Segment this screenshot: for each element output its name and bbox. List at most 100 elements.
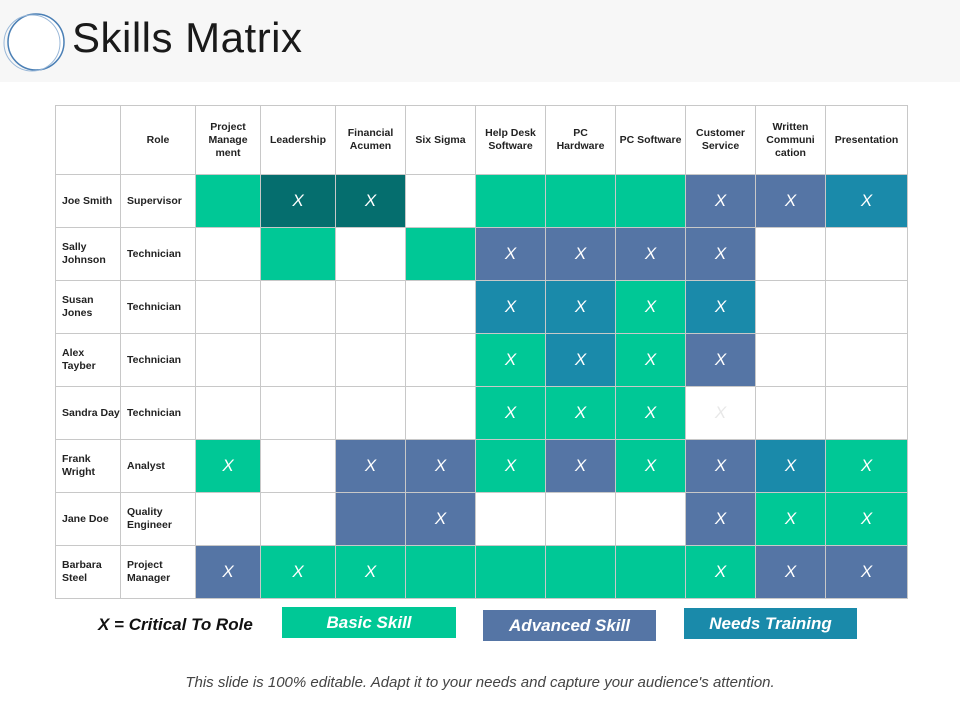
- skill-cell: [615, 174, 686, 228]
- skill-cell: X: [475, 333, 546, 387]
- skill-cell: [260, 386, 336, 440]
- header-cell: Written Communi cation: [755, 105, 826, 175]
- circle-logo-icon: [3, 13, 65, 72]
- table-row: Sandra Day Technician X X X X: [55, 386, 908, 440]
- skill-cell: [755, 386, 826, 440]
- skill-cell: X: [685, 492, 756, 546]
- skill-cell: X: [755, 545, 826, 599]
- employee-name: Frank Wright: [55, 439, 121, 493]
- skill-cell: [405, 545, 476, 599]
- skill-cell: [260, 439, 336, 493]
- skill-cell: [545, 174, 616, 228]
- skill-cell: [825, 227, 908, 281]
- skill-cell: X: [335, 174, 406, 228]
- skill-cell: X: [825, 174, 908, 228]
- skill-cell: [195, 492, 261, 546]
- header-cell: Customer Service: [685, 105, 756, 175]
- skill-cell: [755, 333, 826, 387]
- skill-cell: [260, 227, 336, 281]
- skill-cell: X: [685, 280, 756, 334]
- employee-role: Technician: [120, 280, 196, 334]
- employee-name: Susan Jones: [55, 280, 121, 334]
- skill-cell: X: [545, 333, 616, 387]
- header-cell: Presentation: [825, 105, 908, 175]
- employee-role: Quality Engineer: [120, 492, 196, 546]
- table-row: Jane Doe Quality Engineer X X X X: [55, 492, 908, 546]
- skill-cell: [825, 386, 908, 440]
- skill-cell: X: [545, 439, 616, 493]
- skill-cell: X: [475, 280, 546, 334]
- skill-cell: X: [755, 492, 826, 546]
- skill-cell: [825, 280, 908, 334]
- skill-cell: X: [825, 439, 908, 493]
- skill-cell: [825, 333, 908, 387]
- header-cell: PC Hardware: [545, 105, 616, 175]
- skill-cell: [475, 174, 546, 228]
- skill-cell: X: [615, 386, 686, 440]
- skill-cell: X: [685, 174, 756, 228]
- skill-cell: X: [260, 545, 336, 599]
- skill-cell: [755, 280, 826, 334]
- footer-note: This slide is 100% editable. Adapt it to…: [185, 674, 775, 691]
- skill-cell: [405, 174, 476, 228]
- skill-cell: [615, 492, 686, 546]
- skill-cell: [195, 386, 261, 440]
- header-cell: PC Software: [615, 105, 686, 175]
- skill-cell: [545, 545, 616, 599]
- skill-cell: X: [825, 545, 908, 599]
- header-cell: Role: [120, 105, 196, 175]
- skill-cell: [195, 333, 261, 387]
- employee-name: Jane Doe: [55, 492, 121, 546]
- skill-cell: X: [405, 439, 476, 493]
- skill-cell: X: [615, 227, 686, 281]
- skill-cell: [195, 280, 261, 334]
- legend-needs-training: Needs Training: [684, 608, 857, 639]
- skill-cell: [260, 280, 336, 334]
- skill-cell: [335, 386, 406, 440]
- skill-cell: [195, 174, 261, 228]
- header-cell: Project Manage ment: [195, 105, 261, 175]
- skill-cell: [405, 386, 476, 440]
- skill-cell: X: [825, 492, 908, 546]
- skill-cell: [335, 227, 406, 281]
- skill-cell: [335, 280, 406, 334]
- skill-cell: [405, 227, 476, 281]
- skill-cell: [335, 333, 406, 387]
- employee-name: Sally Johnson: [55, 227, 121, 281]
- skill-cell: X: [685, 545, 756, 599]
- skill-cell: [615, 545, 686, 599]
- skill-cell: [260, 333, 336, 387]
- table-row: Susan Jones Technician X X X X: [55, 280, 908, 334]
- table-row: Sally Johnson Technician X X X X: [55, 227, 908, 281]
- header-cell: [55, 105, 121, 175]
- employee-role: Technician: [120, 386, 196, 440]
- skill-cell: X: [685, 386, 756, 440]
- header-cell: Help Desk Software: [475, 105, 546, 175]
- skill-cell: X: [755, 174, 826, 228]
- table-row: Barbara Steel Project Manager X X X X X X: [55, 545, 908, 599]
- skill-cell: [260, 492, 336, 546]
- skill-cell: [195, 227, 261, 281]
- employee-name: Alex Tayber: [55, 333, 121, 387]
- employee-name: Sandra Day: [55, 386, 121, 440]
- skill-cell: X: [615, 333, 686, 387]
- employee-name: Barbara Steel: [55, 545, 121, 599]
- employee-role: Project Manager: [120, 545, 196, 599]
- header-row: Role Project Manage ment Leadership Fina…: [55, 105, 908, 175]
- header-cell: Leadership: [260, 105, 336, 175]
- table-row: Frank Wright Analyst X X X X X X X X X: [55, 439, 908, 493]
- skill-cell: X: [335, 545, 406, 599]
- skill-cell: X: [545, 386, 616, 440]
- legend-critical-label: X = Critical To Role: [98, 615, 253, 634]
- table-row: Joe Smith Supervisor X X X X X: [55, 174, 908, 228]
- skill-cell: [405, 280, 476, 334]
- header-cell: Six Sigma: [405, 105, 476, 175]
- skill-cell: [475, 545, 546, 599]
- skill-cell: [545, 492, 616, 546]
- skill-cell: X: [685, 333, 756, 387]
- skill-cell: X: [475, 227, 546, 281]
- skill-cell: X: [755, 439, 826, 493]
- skill-cell: X: [615, 280, 686, 334]
- skill-cell: X: [685, 227, 756, 281]
- employee-role: Analyst: [120, 439, 196, 493]
